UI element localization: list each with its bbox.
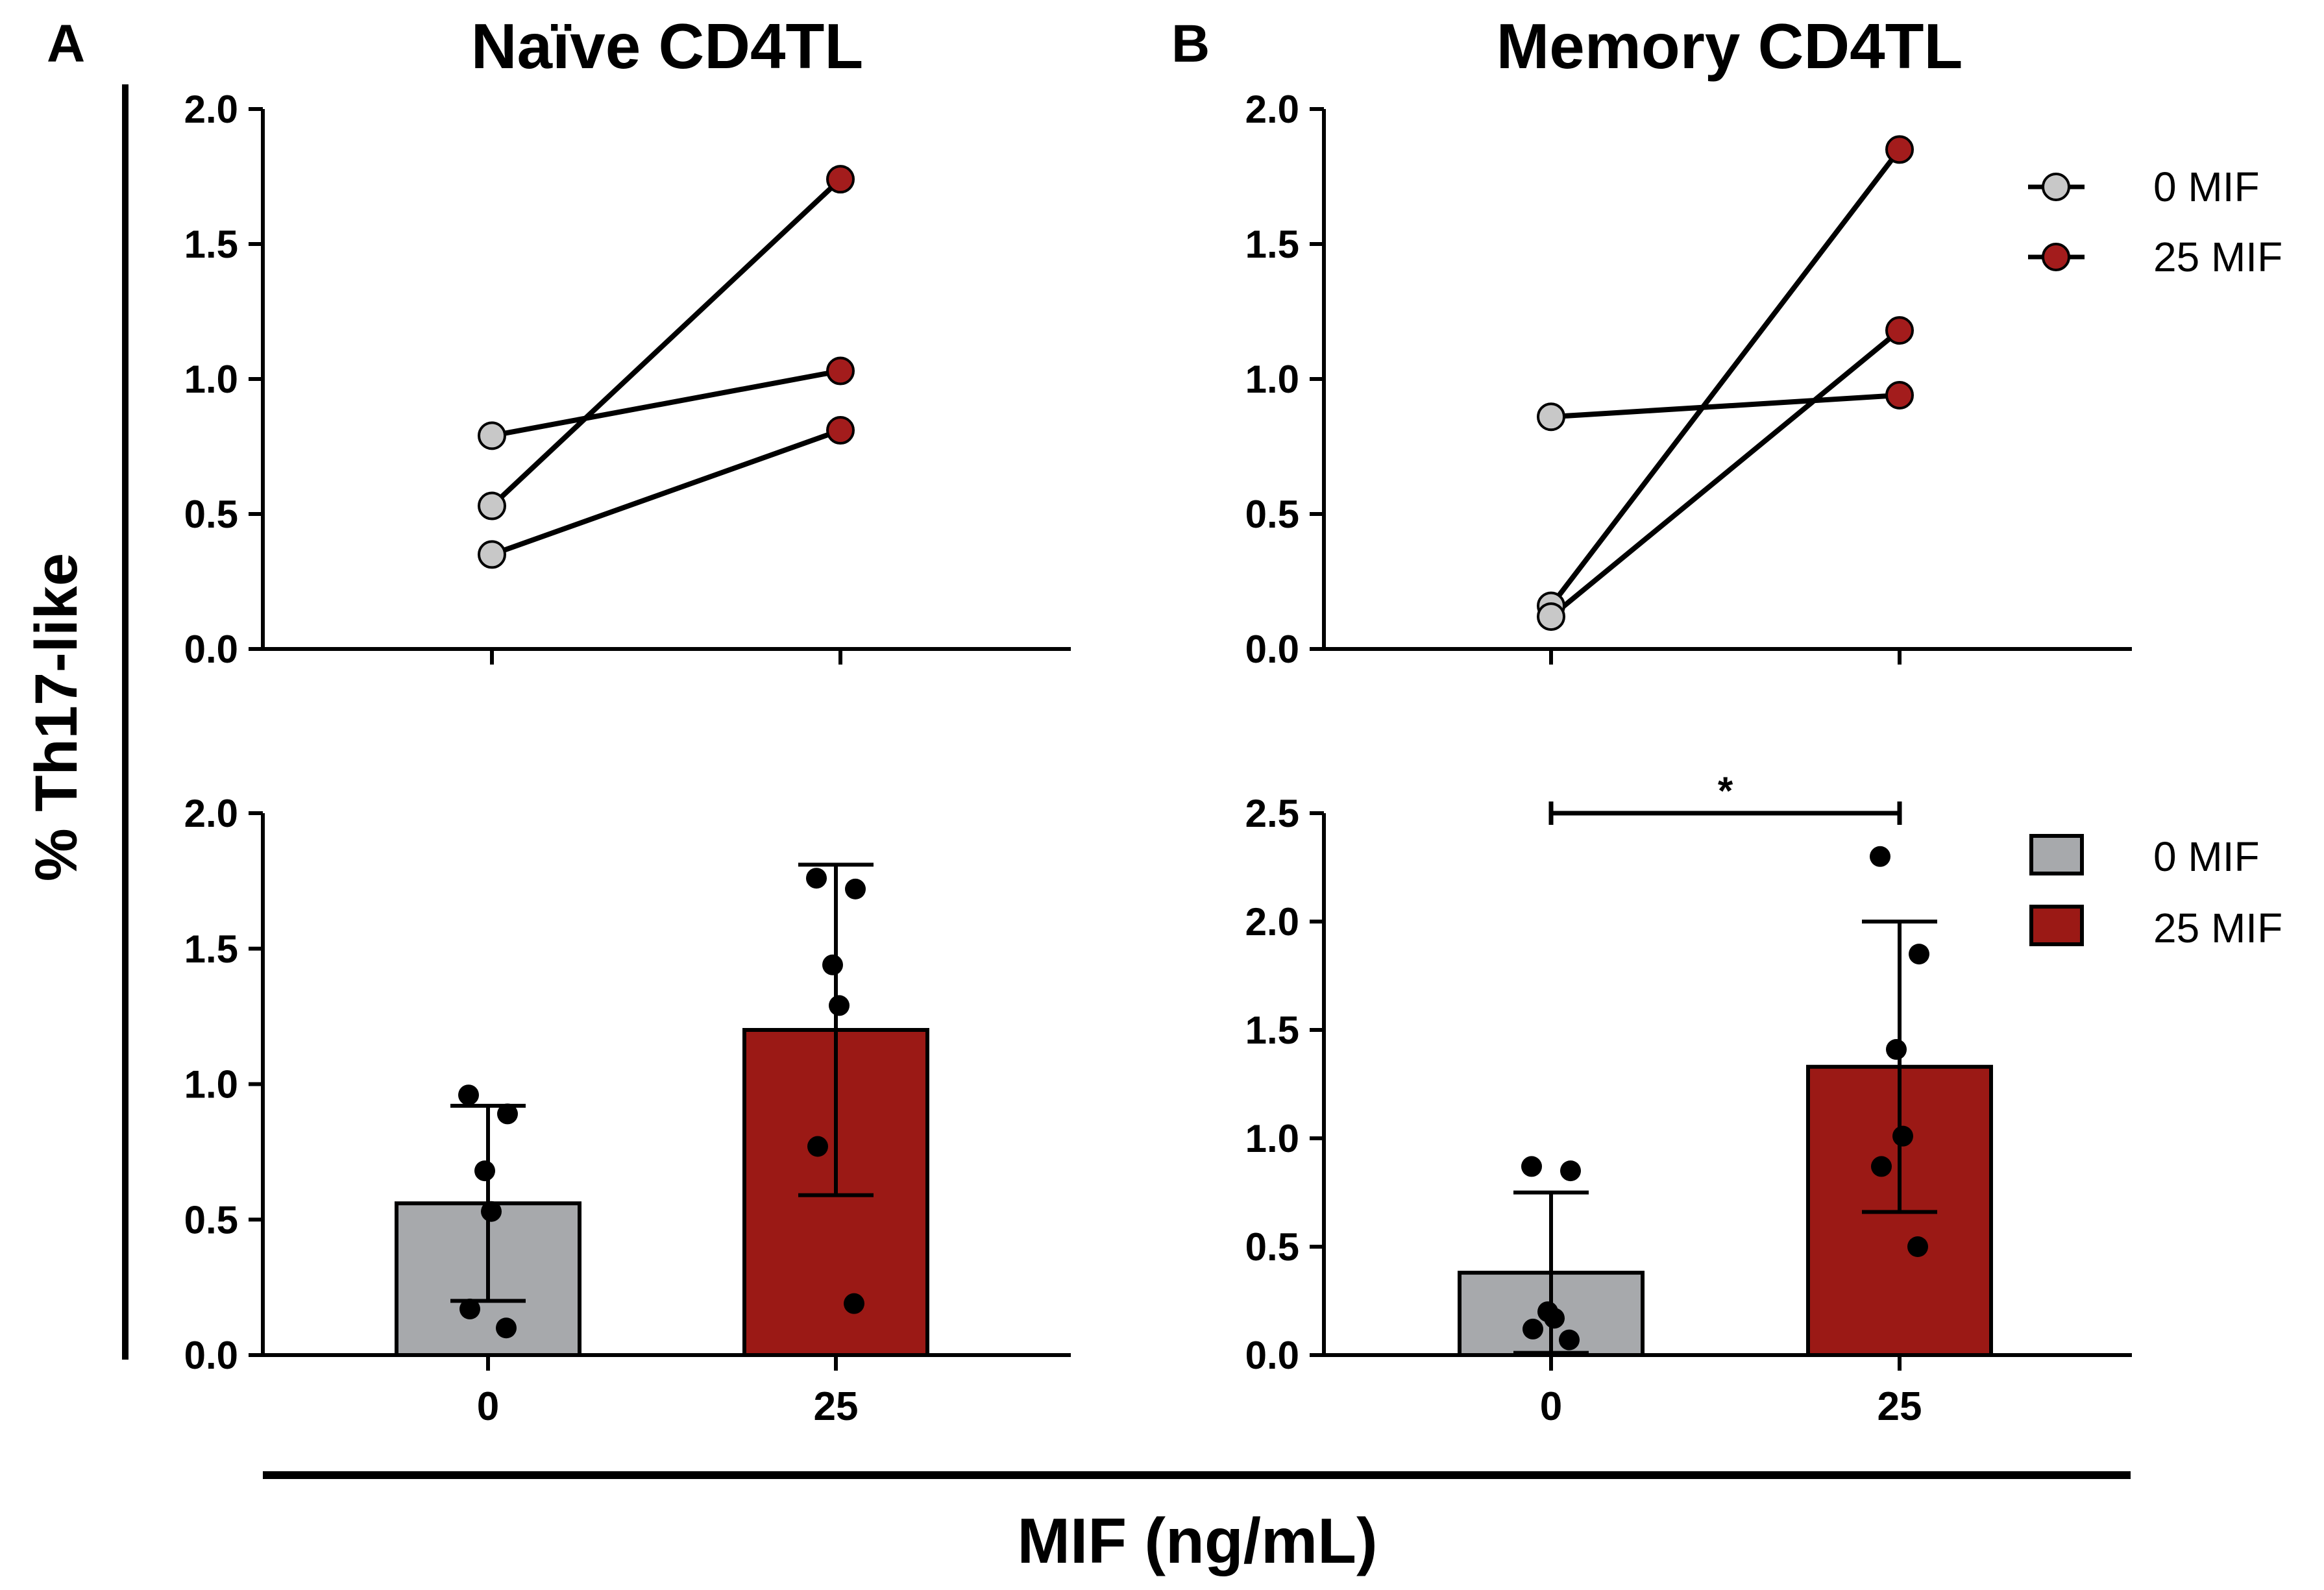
a-bottom-dot-1-4 bbox=[807, 1136, 828, 1157]
a-top-pair-line-0 bbox=[491, 368, 841, 439]
a-top-ytick-label-3: 1.5 bbox=[184, 223, 238, 266]
b-bottom-dot-1-3 bbox=[1892, 1125, 1913, 1147]
a-top-point-25mif-0 bbox=[826, 356, 855, 385]
chart-a-bottom: 0.0 0.5 1.0 1.5 2.0 0 25 bbox=[184, 792, 1071, 1429]
a-top-ytick-label-1: 0.5 bbox=[184, 493, 238, 536]
panel-label-a: A bbox=[47, 14, 85, 73]
y-axis-label: % Th17-like bbox=[23, 553, 90, 881]
b-top-ytick-label-2: 1.0 bbox=[1245, 358, 1299, 401]
chart-b-bottom: 0.0 0.5 1.0 1.5 2.0 2.5 0 25 * bbox=[1245, 769, 2132, 1429]
b-top-point-0mif-2 bbox=[1537, 602, 1565, 631]
b-bottom-dot-1-5 bbox=[1907, 1236, 1928, 1257]
b-top-pair-line-1 bbox=[1548, 147, 1902, 607]
a-top-pair-line-1 bbox=[490, 177, 842, 508]
a-bottom-dot-1-5 bbox=[844, 1293, 864, 1314]
b-bottom-dot-1-0 bbox=[1870, 846, 1890, 867]
a-bottom-ytick-label-4: 2.0 bbox=[184, 792, 238, 835]
a-bottom-ytick-label-1: 0.5 bbox=[184, 1198, 238, 1241]
title-naive: Naïve CD4TL bbox=[471, 10, 864, 82]
title-memory: Memory CD4TL bbox=[1497, 10, 1963, 82]
a-top-ytick-label-2: 1.0 bbox=[184, 358, 238, 401]
b-top-ytick-label-0: 0.0 bbox=[1245, 628, 1299, 671]
a-bottom-dot-1-1 bbox=[845, 878, 866, 899]
a-bottom-dot-0-3 bbox=[481, 1201, 502, 1222]
b-top-ytick-label-1: 0.5 bbox=[1245, 493, 1299, 536]
b-bottom-dot-1-4 bbox=[1871, 1156, 1892, 1177]
a-top-pair-line-2 bbox=[491, 428, 842, 557]
a-top-point-0mif-0 bbox=[478, 421, 506, 450]
a-bottom-dot-0-1 bbox=[497, 1103, 518, 1125]
chart-a-top: 0.0 0.5 1.0 1.5 2.0 bbox=[184, 88, 1071, 671]
b-bottom-dot-0-0 bbox=[1521, 1156, 1542, 1177]
a-bottom-xtick-label-1: 25 bbox=[814, 1384, 859, 1429]
a-bottom-dot-0-4 bbox=[459, 1299, 480, 1320]
b-bottom-xtick-label-1: 25 bbox=[1878, 1384, 1922, 1429]
a-top-ytick-label-0: 0.0 bbox=[184, 628, 238, 671]
b-bottom-ytick-label-1: 0.5 bbox=[1245, 1225, 1299, 1269]
b-bottom-ytick-label-4: 2.0 bbox=[1245, 900, 1299, 944]
b-bottom-sig-marker: * bbox=[1718, 769, 1733, 813]
b-top-pair-line-2 bbox=[1549, 328, 1902, 619]
a-bottom-dot-0-0 bbox=[458, 1084, 479, 1106]
b-bottom-dot-1-2 bbox=[1886, 1039, 1907, 1060]
x-axis-label: MIF (ng/mL) bbox=[1017, 1505, 1377, 1576]
legend-paired: 0 MIF 25 MIF bbox=[2028, 164, 2282, 280]
b-top-ytick-label-4: 2.0 bbox=[1245, 88, 1299, 131]
b-bottom-dot-1-1 bbox=[1909, 944, 1929, 965]
b-top-point-25mif-1 bbox=[1885, 135, 1914, 164]
a-top-point-25mif-1 bbox=[826, 165, 855, 194]
b-bottom-ytick-label-0: 0.0 bbox=[1245, 1334, 1299, 1377]
a-bottom-ytick-label-2: 1.0 bbox=[184, 1063, 238, 1107]
a-bottom-dot-0-2 bbox=[474, 1160, 495, 1182]
legend-bars-0-swatch bbox=[2029, 834, 2084, 875]
a-bottom-dot-0-5 bbox=[496, 1317, 517, 1339]
legend-bars-1-swatch bbox=[2029, 905, 2084, 946]
legend-paired-1-marker bbox=[2042, 243, 2070, 271]
b-top-ytick-label-3: 1.5 bbox=[1245, 223, 1299, 266]
a-bottom-dot-1-0 bbox=[806, 868, 827, 889]
legend-bars-1-label: 25 MIF bbox=[2153, 905, 2282, 951]
b-bottom-ytick-label-2: 1.0 bbox=[1245, 1117, 1299, 1160]
b-bottom-dot-0-4 bbox=[1523, 1318, 1543, 1339]
a-bottom-ytick-label-3: 1.5 bbox=[184, 927, 238, 971]
a-bottom-dot-1-2 bbox=[822, 954, 843, 975]
chart-b-top: 0.0 0.5 1.0 1.5 2.0 bbox=[1245, 88, 2132, 671]
b-top-point-25mif-0 bbox=[1885, 380, 1914, 410]
b-top-point-0mif-0 bbox=[1537, 402, 1565, 432]
b-bottom-dot-0-3 bbox=[1544, 1308, 1565, 1329]
legend-paired-1-label: 25 MIF bbox=[2153, 234, 2282, 280]
legend-bars-0-label: 0 MIF bbox=[2153, 833, 2260, 880]
b-bottom-xtick-label-0: 0 bbox=[1540, 1384, 1562, 1429]
panel-label-b: B bbox=[1171, 14, 1210, 73]
a-bottom-ytick-label-0: 0.0 bbox=[184, 1334, 238, 1377]
a-top-ytick-label-4: 2.0 bbox=[184, 88, 238, 131]
a-bottom-xtick-label-0: 0 bbox=[477, 1384, 499, 1429]
a-top-point-0mif-1 bbox=[478, 491, 506, 520]
legend-bars: 0 MIF 25 MIF bbox=[2029, 833, 2282, 951]
b-top-pair-line-0 bbox=[1550, 392, 1900, 420]
legend-paired-0-label: 0 MIF bbox=[2153, 164, 2260, 210]
b-bottom-ytick-label-5: 2.5 bbox=[1245, 792, 1299, 835]
b-bottom-dot-0-5 bbox=[1559, 1329, 1580, 1351]
a-bottom-dot-1-3 bbox=[829, 995, 850, 1016]
a-top-point-25mif-2 bbox=[826, 416, 855, 445]
legend-paired-0-marker bbox=[2042, 173, 2070, 201]
a-top-point-0mif-2 bbox=[478, 540, 506, 569]
b-bottom-ytick-label-3: 1.5 bbox=[1245, 1009, 1299, 1052]
b-top-point-25mif-2 bbox=[1885, 316, 1914, 345]
b-bottom-dot-0-1 bbox=[1560, 1160, 1581, 1182]
